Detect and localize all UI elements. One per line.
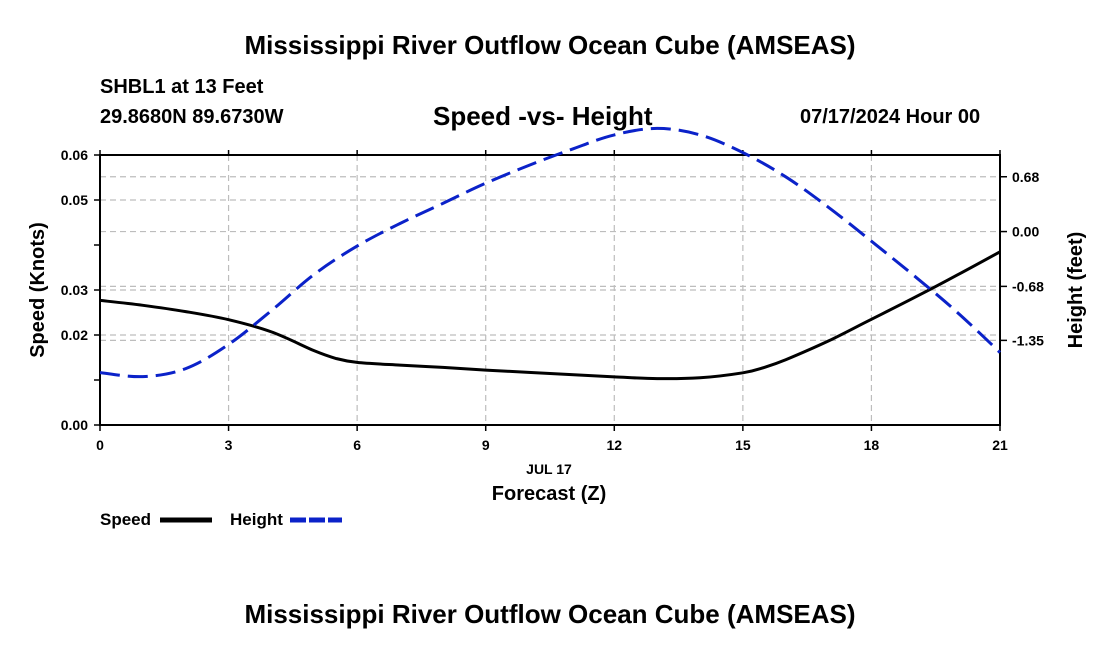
y-axis-right-title: Height (feet) xyxy=(1065,232,1087,349)
x-tick-label: 6 xyxy=(353,437,361,453)
y-left-tick-label: 0.06 xyxy=(61,147,88,163)
x-axis-date-label: JUL 17 xyxy=(526,461,572,477)
x-tick-label: 3 xyxy=(225,437,233,453)
chart-subtitle: Speed -vs- Height xyxy=(433,101,653,131)
legend-speed-label: Speed xyxy=(100,510,151,529)
footer-title: Mississippi River Outflow Ocean Cube (AM… xyxy=(244,599,856,629)
chart-title: Mississippi River Outflow Ocean Cube (AM… xyxy=(244,30,856,60)
y-left-tick-label: 0.05 xyxy=(61,192,88,208)
y-left-tick-label: 0.03 xyxy=(61,282,88,298)
station-coordinates: 29.8680N 89.6730W xyxy=(100,106,284,128)
x-tick-label: 21 xyxy=(992,437,1008,453)
y-axis-left-title: Speed (Knots) xyxy=(27,222,49,358)
x-tick-label: 12 xyxy=(606,437,622,453)
legend: Speed Height xyxy=(100,510,342,529)
x-tick-label: 18 xyxy=(864,437,880,453)
station-label: SHBL1 at 13 Feet xyxy=(100,76,264,98)
axis-ticks: 0 3 6 9 12 15 18 21 0.00 0.02 0.03 0.05 0.06 0.68 0.00… xyxy=(61,147,1044,453)
x-tick-label: 9 xyxy=(482,437,490,453)
series-line-speed xyxy=(99,250,1001,381)
series xyxy=(99,126,1002,381)
y-right-tick-label: 0.68 xyxy=(1012,169,1039,185)
grid xyxy=(100,155,1000,425)
forecast-datetime: 07/17/2024 Hour 00 xyxy=(800,106,981,128)
y-right-tick-label: -1.35 xyxy=(1012,332,1044,348)
legend-height-label: Height xyxy=(230,510,283,529)
y-right-tick-label: 0.00 xyxy=(1012,224,1039,240)
x-axis-title: Forecast (Z) xyxy=(492,483,606,505)
y-left-tick-label: 0.00 xyxy=(61,417,88,433)
y-left-tick-label: 0.02 xyxy=(61,327,88,343)
x-tick-label: 0 xyxy=(96,437,104,453)
y-right-tick-label: -0.68 xyxy=(1012,278,1044,294)
series-line-height xyxy=(99,126,1002,379)
x-tick-label: 15 xyxy=(735,437,751,453)
